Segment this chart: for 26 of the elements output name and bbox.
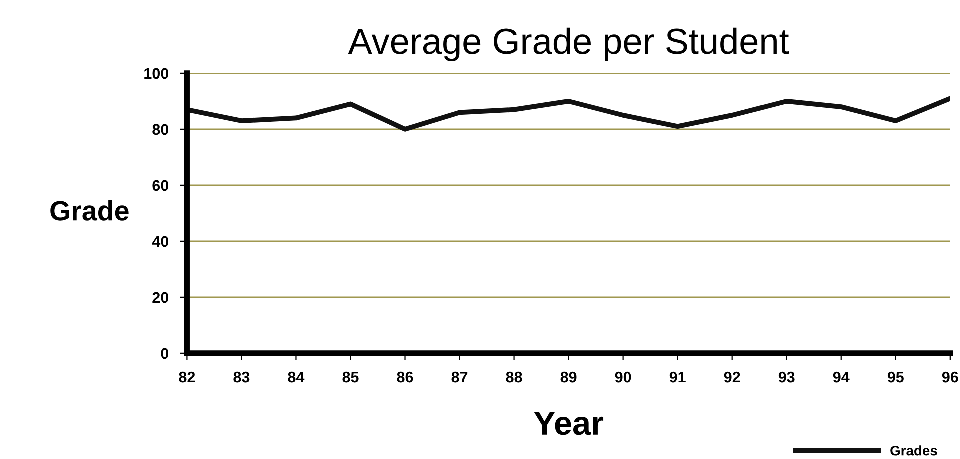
text: Grades (890, 446, 938, 456)
y-tick-label: 20 (152, 292, 169, 304)
chart-title: Average Grade per Student (348, 28, 790, 62)
y-tick-label: 40 (152, 236, 169, 248)
x-tick-label: 91 (670, 372, 686, 383)
x-tick-label: 87 (452, 372, 468, 383)
x-tick-label: 90 (615, 372, 632, 383)
y-tick-label: 0 (161, 348, 169, 360)
y-tick-label: 100 (144, 68, 169, 80)
x-tick-label: 92 (724, 372, 740, 383)
x-axis-title: Year (534, 412, 604, 436)
line-series (187, 96, 950, 132)
x-tick-label: 88 (506, 372, 522, 383)
x-tick-label: 94 (833, 372, 850, 383)
x-tick-label: 95 (888, 372, 904, 383)
x-tick-label: 86 (397, 372, 414, 383)
x-tick-label: 93 (778, 372, 795, 383)
y-axis-title: Grade (50, 200, 129, 221)
y-tick-label: 60 (152, 180, 169, 192)
x-tick-label: 96 (942, 372, 958, 383)
x-tick-label: 89 (560, 372, 577, 383)
x-tick-label: 84 (288, 372, 305, 383)
x-tick-label: 85 (342, 372, 359, 383)
y-tick-label: 80 (152, 124, 169, 136)
x-tick-label: 82 (179, 372, 196, 383)
x-tick-label: 83 (234, 372, 250, 383)
